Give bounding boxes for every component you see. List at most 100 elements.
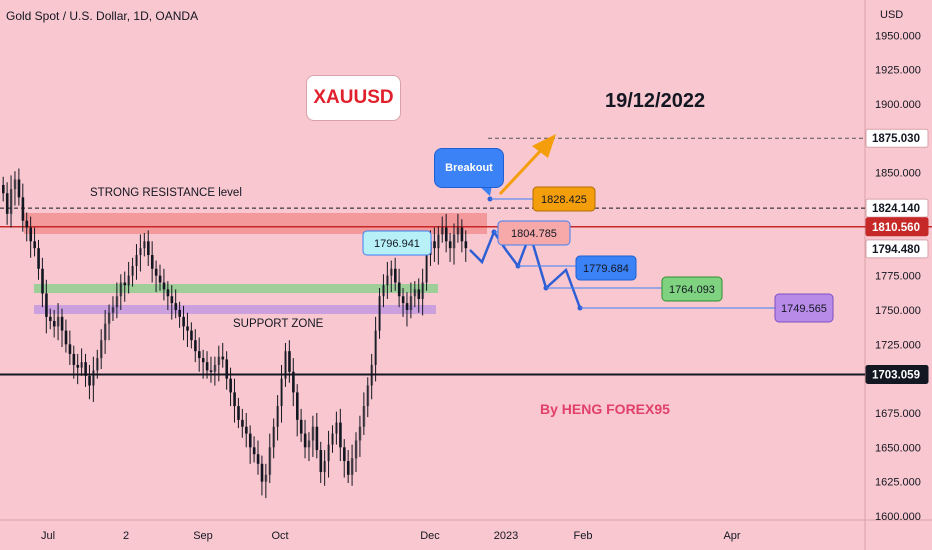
candle-body	[194, 340, 197, 352]
candle-body	[296, 392, 299, 420]
candle-body	[60, 316, 64, 331]
price-tag	[865, 217, 929, 237]
target-box	[575, 255, 637, 281]
candle-body	[386, 275, 389, 286]
candle-body	[198, 351, 201, 359]
price-levels	[0, 137, 932, 376]
candle-body	[343, 447, 346, 462]
candle-body	[52, 320, 56, 327]
candle-body	[413, 289, 417, 297]
candle-body	[5, 193, 9, 214]
candles	[2, 168, 468, 499]
price-tag-label: 1875.030	[872, 133, 920, 145]
breakout-arrow-head	[532, 134, 556, 158]
candle-body	[441, 227, 444, 235]
candle-body	[150, 255, 154, 269]
candle-body	[2, 184, 5, 194]
price-tags: 1875.030 1824.140 1810.560 1794.480 1703.059	[865, 128, 929, 384]
currency-label: USD	[880, 9, 904, 21]
candle-body	[131, 266, 134, 276]
candle-body	[437, 234, 440, 249]
candle-body	[111, 307, 115, 313]
y-tick-label: 1900.000	[875, 99, 921, 111]
candle-body	[350, 458, 354, 475]
zones	[24, 213, 487, 314]
y-tick-label: 1850.000	[875, 168, 921, 180]
candle-body	[13, 179, 17, 190]
support-zone-label: SUPPORT ZONE	[233, 318, 324, 330]
x-tick-label: Feb	[574, 530, 593, 542]
candle-body	[362, 406, 366, 427]
candle-body	[303, 433, 307, 448]
target-label: 1804.785	[511, 228, 557, 240]
candle-body	[358, 426, 362, 441]
x-tick-label: 2023	[494, 530, 518, 542]
candle-body	[460, 227, 464, 242]
candle-body	[56, 316, 60, 327]
target-label: 1779.684	[583, 263, 629, 275]
y-tick-label: 1925.000	[875, 65, 921, 77]
candle-body	[370, 364, 374, 386]
candle-body	[280, 378, 283, 407]
target-label: 1828.425	[541, 194, 587, 206]
candle-body	[225, 359, 229, 379]
resistance-zone	[24, 213, 487, 234]
candle-body	[29, 227, 33, 242]
y-tick-label: 1650.000	[875, 442, 921, 454]
candle-body	[409, 296, 413, 310]
target-box	[497, 220, 571, 246]
price-tag	[865, 128, 929, 148]
candle-body	[319, 450, 323, 473]
candle-body	[154, 268, 158, 276]
candle-body	[135, 255, 138, 267]
candle-body	[162, 282, 166, 290]
price-tag-label: 1703.059	[872, 369, 920, 381]
candle-body	[33, 241, 36, 249]
candle-body	[166, 289, 170, 297]
candle-body	[127, 275, 131, 286]
candle-body	[229, 378, 232, 393]
candle-body	[115, 296, 119, 308]
candle-body	[37, 248, 40, 269]
support-zone-green	[34, 284, 438, 293]
candle-body	[288, 351, 291, 372]
candle-body	[452, 234, 456, 249]
candle-body	[405, 303, 409, 310]
candle-body	[299, 419, 303, 434]
candle-body	[245, 426, 248, 434]
candle-body	[284, 351, 287, 379]
candle-body	[205, 362, 209, 371]
candle-body	[354, 440, 358, 459]
candle-body	[417, 289, 421, 299]
candle-body	[221, 356, 225, 360]
candle-body	[268, 447, 272, 475]
candle-body	[100, 340, 103, 359]
target-box	[532, 186, 596, 212]
candle-body	[21, 197, 25, 221]
target-box	[362, 230, 432, 256]
price-tag-label: 1794.480	[872, 244, 920, 256]
candle-body	[378, 296, 381, 331]
candle-body	[119, 282, 123, 297]
candle-body	[209, 370, 213, 372]
x-tick-label: Jul	[41, 530, 55, 542]
price-tag-label: 1824.140	[872, 203, 920, 215]
candle-body	[464, 241, 468, 249]
x-tick-label: Dec	[420, 530, 440, 542]
candle-body	[456, 227, 460, 235]
candle-body	[182, 316, 185, 327]
candle-body	[339, 422, 342, 448]
price-tag	[865, 198, 929, 218]
candle-body	[272, 426, 276, 448]
target-box	[774, 293, 834, 323]
candle-body	[143, 241, 146, 249]
candle-body	[307, 440, 311, 448]
candle-body	[9, 189, 13, 214]
y-tick-label: 1625.000	[875, 477, 921, 489]
candle-body	[241, 419, 244, 427]
candle-body	[425, 255, 428, 283]
candle-body	[170, 296, 174, 304]
candle-body	[421, 282, 425, 299]
symbol-label: XAUUSD	[306, 75, 401, 121]
